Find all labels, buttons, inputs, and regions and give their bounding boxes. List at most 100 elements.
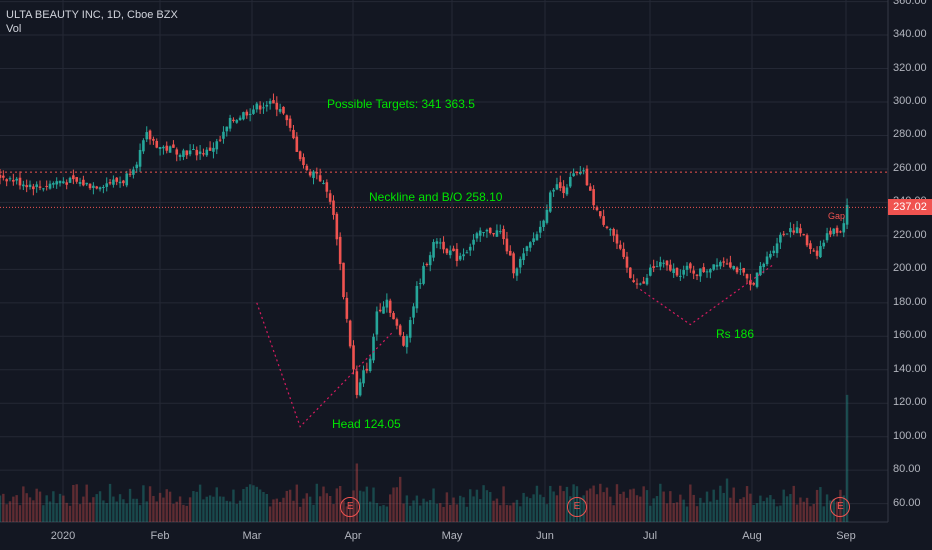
candle-body [755, 272, 759, 287]
volume-bar [155, 501, 158, 522]
candle-body [839, 231, 842, 233]
volume-bar [545, 504, 549, 522]
candle-body [662, 262, 665, 264]
volume-bar [172, 503, 175, 522]
candle-body [405, 336, 409, 348]
candle-body [672, 268, 675, 274]
volume-bar [695, 506, 699, 522]
candle-body [325, 182, 329, 192]
candle-body [458, 255, 462, 260]
volume-bar [338, 485, 342, 522]
candle-body [602, 216, 605, 225]
candle-body [535, 234, 539, 241]
candle-body [805, 235, 809, 246]
candle-body [38, 186, 42, 188]
candle-body [699, 268, 702, 277]
volume-bar [268, 506, 272, 522]
volume-bar [812, 504, 815, 522]
volume-bar [685, 506, 689, 522]
candle-body [495, 230, 499, 237]
volume-bar [0, 495, 2, 522]
candle-body [842, 223, 846, 233]
candle-body [582, 170, 585, 172]
candle-body [468, 246, 472, 251]
candle-body [762, 263, 766, 268]
candle-body [702, 267, 705, 273]
volume-bar [469, 489, 472, 522]
volume-bar [355, 463, 359, 522]
candle-body [202, 153, 205, 155]
volume-bar [52, 491, 55, 522]
volume-bar [472, 496, 475, 522]
candle-body [112, 179, 115, 185]
candle-body [278, 108, 282, 112]
volume-bar [285, 490, 289, 522]
volume-bar [495, 498, 499, 522]
volume-bar [655, 496, 659, 522]
volume-bar [302, 498, 305, 522]
earnings-marker[interactable]: E [830, 497, 851, 517]
volume-bar [522, 492, 525, 522]
candle-body [365, 368, 369, 371]
candle-body [295, 136, 299, 152]
candle-body [719, 262, 722, 267]
candle-body [28, 184, 32, 188]
volume-bar [722, 492, 725, 522]
candle-body [809, 243, 812, 250]
candle-body [835, 227, 839, 233]
volume-bar [202, 499, 205, 522]
volume-bar [455, 504, 459, 522]
candle-body [168, 146, 172, 153]
volume-bar [335, 488, 339, 522]
volume-bar [802, 501, 805, 522]
candle-body [585, 168, 589, 186]
candle-body [685, 265, 689, 270]
volume-bar [602, 492, 605, 522]
volume-bar [585, 490, 589, 522]
volume-bar [135, 498, 138, 522]
volume-bar [675, 502, 679, 522]
candle-body [292, 129, 295, 139]
candle-body [312, 171, 315, 178]
candle-body [425, 263, 429, 265]
candle-body [542, 220, 545, 227]
volume-bar [689, 484, 692, 522]
volume-label[interactable]: Vol [6, 23, 22, 35]
volume-bar [435, 503, 439, 522]
volume-bar [552, 491, 555, 522]
candle-body [789, 228, 792, 233]
volume-bar [635, 495, 639, 522]
candle-body [402, 336, 405, 346]
volume-bar [792, 485, 795, 522]
symbol-title[interactable]: ULTA BEAUTY INC, 1D, Cboe BZX [6, 9, 178, 21]
volume-bar [98, 491, 102, 522]
time-tick-label: Jul [642, 530, 658, 542]
candle-body [315, 172, 319, 174]
candle-body [528, 242, 532, 248]
volume-bar [132, 498, 135, 522]
candle-body [152, 138, 155, 141]
candle-body [562, 186, 565, 194]
volume-bar [142, 485, 145, 522]
candle-body [32, 186, 35, 190]
volume-bar [395, 487, 399, 522]
candle-body [368, 358, 372, 371]
volume-bar [749, 493, 752, 522]
earnings-marker[interactable]: E [340, 497, 361, 517]
candle-body [58, 180, 62, 184]
volume-bar [82, 496, 85, 522]
volume-bar [65, 502, 68, 522]
candle-body [522, 253, 525, 261]
candle-body [689, 263, 692, 269]
volume-bar [565, 486, 569, 522]
volume-bar [55, 503, 58, 522]
candle-body [115, 177, 119, 182]
volume-bar [188, 497, 192, 522]
volume-bar [692, 494, 695, 522]
earnings-marker[interactable]: E [566, 497, 587, 517]
candle-body [92, 185, 95, 189]
volume-bar [108, 483, 112, 522]
candle-body [385, 299, 389, 308]
price-tick-label: 220.00 [893, 228, 927, 241]
